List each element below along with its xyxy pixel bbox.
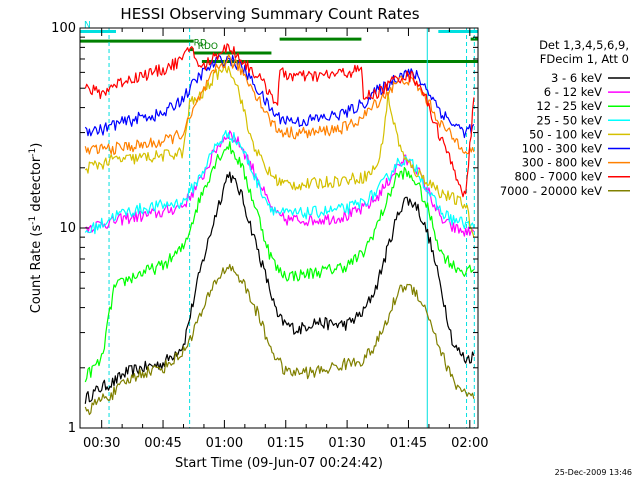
x-tick-label-2: 01:00 (206, 436, 243, 451)
legend-label-2: 12 - 25 keV (536, 99, 602, 113)
legend-label-3: 25 - 50 keV (536, 113, 602, 127)
y-tick-label-2: 100 (51, 21, 76, 36)
legend-label-5: 100 - 300 keV (522, 142, 602, 156)
series-line-3 (84, 130, 475, 235)
x-axis-label: Start Time (09-Jun-07 00:24:42) (175, 456, 383, 471)
legend-label-6: 300 - 800 keV (522, 156, 602, 170)
legend: Det 1,3,4,5,6,9, FDecim 1, Att 0 3 - 6 k… (500, 38, 630, 198)
chart-title: HESSI Observing Summary Count Rates (120, 5, 419, 23)
x-tick-label-6: 02:00 (451, 436, 488, 451)
y-tick-label-0: 1 (68, 421, 76, 436)
series-line-5 (84, 54, 475, 139)
legend-label-8: 7000 - 20000 keV (500, 184, 602, 198)
footer-timestamp: 25-Dec-2009 13:46 (555, 468, 632, 477)
x-tick-label-4: 01:30 (328, 436, 365, 451)
legend-header-line-2: FDecim 1, Att 0 (540, 52, 629, 66)
y-tick-label-1: 10 (59, 221, 76, 236)
series-line-2 (84, 141, 475, 383)
legend-label-7: 800 - 7000 keV (514, 170, 602, 184)
legend-label-0: 3 - 6 keV (551, 71, 602, 85)
x-tick-label-5: 01:45 (390, 436, 427, 451)
series-line-0 (84, 171, 475, 404)
y-axis-label-main: Count Rate (s (29, 225, 44, 314)
x-tick-label-0: 00:30 (83, 436, 120, 451)
legend-label-1: 6 - 12 keV (544, 85, 602, 99)
x-tick-label-1: 00:45 (144, 436, 181, 451)
y-axis-label-middle: detector (29, 156, 44, 216)
flag-label-n: N (84, 21, 91, 31)
y-axis-label-exponent-1: -1 (28, 216, 38, 225)
x-tick-label-3: 01:15 (267, 436, 304, 451)
y-axis-label-exponent-2: -1 (28, 148, 38, 157)
legend-header-line-1: Det 1,3,4,5,6,9, (539, 38, 629, 52)
flag-label-rdo: RDO (198, 42, 218, 52)
series-lines (84, 43, 475, 416)
flag-label-rd: RD (194, 39, 207, 49)
series-line-7 (84, 43, 475, 198)
series-line-4 (84, 59, 475, 238)
y-axis-label-end: ) (29, 143, 44, 148)
legend-label-4: 50 - 100 keV (529, 127, 602, 141)
series-line-8 (84, 263, 475, 416)
axis-ticks: 00:30 00:45 01:00 01:15 01:30 01:45 02:00 1 10 10… (51, 21, 488, 451)
y-axis-label: Count Rate (s-1 detector-1) (28, 143, 44, 314)
